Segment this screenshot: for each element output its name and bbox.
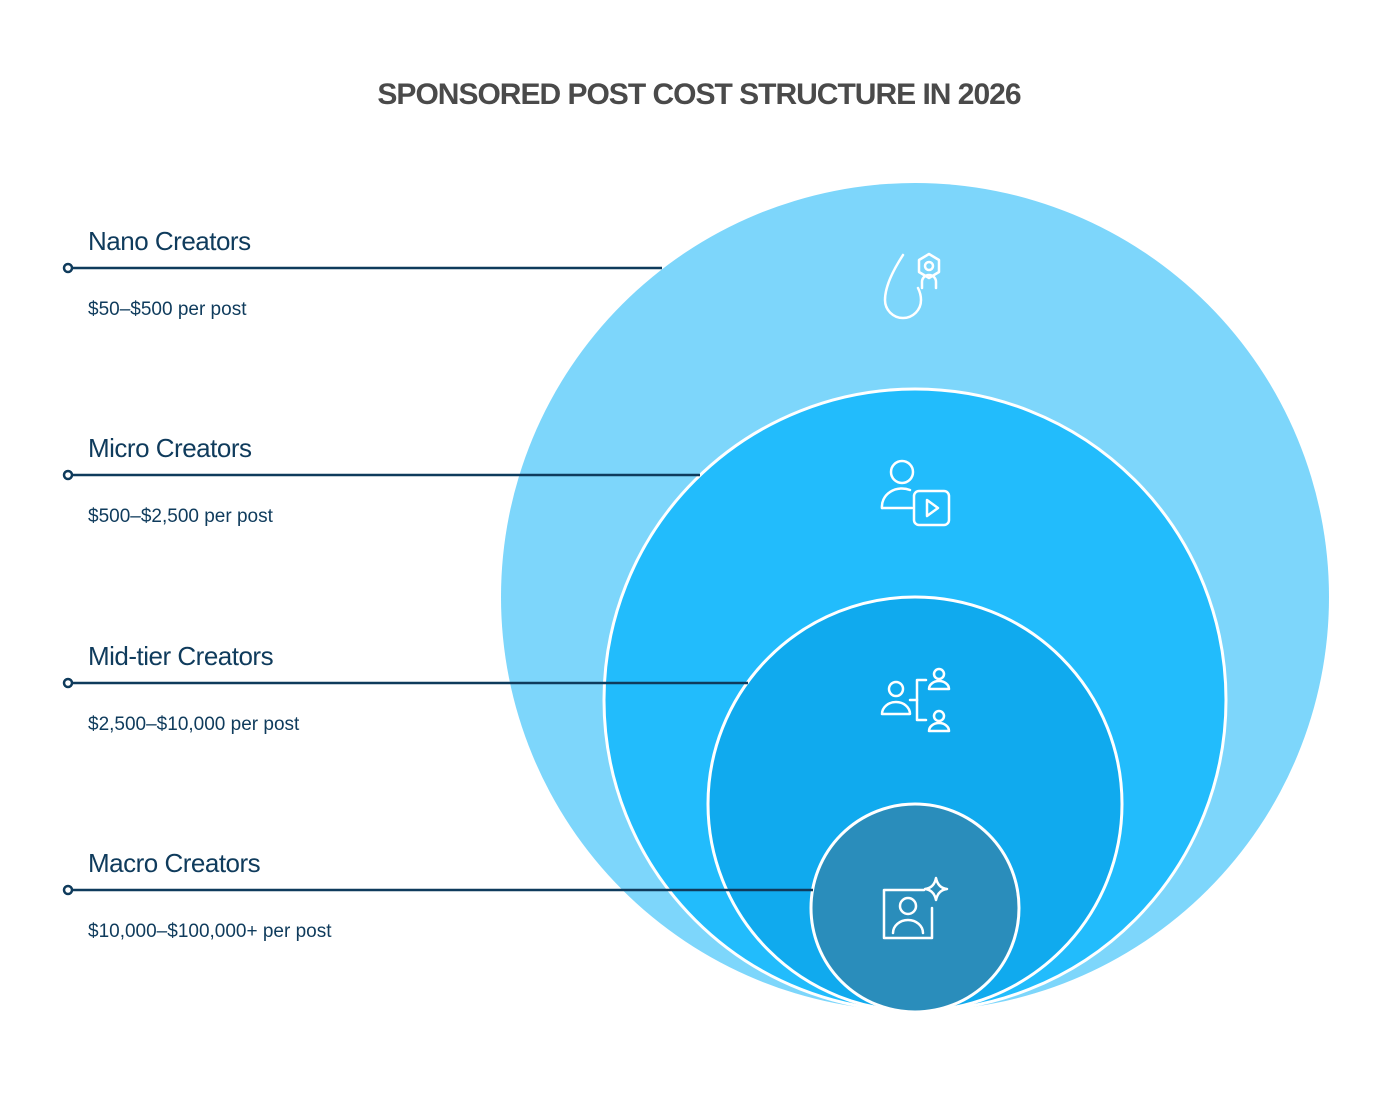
tier-price: $2,500–$10,000 per post — [88, 714, 300, 735]
macro-icon — [882, 876, 949, 940]
tier-name: Macro Creators — [88, 848, 261, 878]
tier-labels: Nano Creators $50–$500 per post Micro Crea… — [62, 226, 813, 942]
tier-name: Nano Creators — [88, 226, 251, 256]
leader-dot — [62, 469, 74, 481]
leader-dot — [62, 884, 74, 896]
tier-name: Micro Creators — [88, 433, 252, 463]
tier-price: $500–$2,500 per post — [88, 506, 274, 527]
micro-icon — [880, 459, 951, 527]
tier-price: $50–$500 per post — [88, 299, 247, 320]
title: SPONSORED POST COST STRUCTURE IN 2026 — [377, 78, 1020, 111]
tier-price: $10,000–$100,000+ per post — [88, 921, 332, 942]
nano-icon — [883, 252, 941, 320]
tier-name: Mid-tier Creators — [88, 641, 274, 671]
leader-dot — [62, 677, 74, 689]
leader-dot — [62, 262, 74, 274]
mid-tier-icon — [880, 667, 951, 733]
